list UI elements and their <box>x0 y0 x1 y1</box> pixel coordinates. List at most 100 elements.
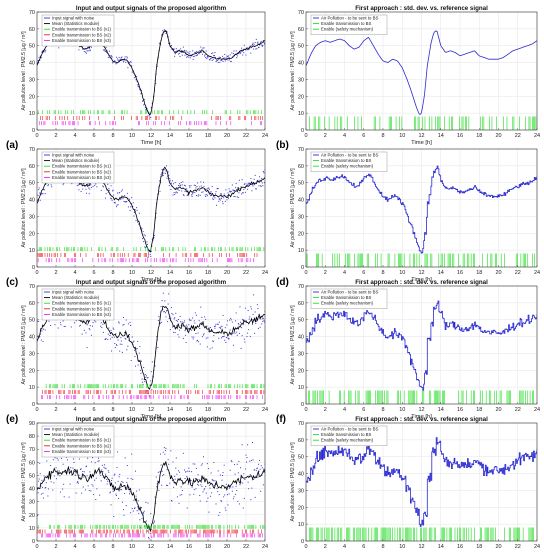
noise-point <box>248 182 250 184</box>
noise-point <box>243 473 245 475</box>
noise-point <box>147 115 149 117</box>
noise-point <box>242 507 244 509</box>
y-tick-label: 0 <box>301 265 304 271</box>
legend-label: Enable transmission to BS (v1) <box>52 27 112 32</box>
noise-point <box>132 478 134 480</box>
noise-point <box>107 470 109 472</box>
noise-point <box>105 193 107 195</box>
noise-point <box>42 193 44 195</box>
noise-point <box>228 188 230 190</box>
x-tick-label: 0 <box>304 544 307 550</box>
noise-point <box>173 192 175 194</box>
noise-point <box>51 472 53 474</box>
noise-point <box>89 188 91 190</box>
noise-point <box>102 49 104 51</box>
noise-point <box>249 460 251 462</box>
noise-point <box>123 323 125 325</box>
noise-point <box>43 189 45 191</box>
noise-point <box>201 191 203 193</box>
x-tick-label: 16 <box>186 270 192 276</box>
noise-point <box>226 55 228 57</box>
noise-point <box>135 219 137 221</box>
noise-point <box>228 197 230 199</box>
noise-point <box>195 333 197 335</box>
noise-point <box>140 372 142 374</box>
noise-point <box>198 320 200 322</box>
noise-point <box>191 486 193 488</box>
noise-point <box>232 189 234 191</box>
noise-point <box>160 453 162 455</box>
noise-point <box>227 192 229 194</box>
noise-point <box>207 57 209 59</box>
noise-point <box>148 395 150 397</box>
noise-point <box>109 57 111 59</box>
noise-point <box>88 48 90 50</box>
legend-label: Input signal with noise <box>52 153 95 158</box>
noise-point <box>232 332 234 334</box>
noise-point <box>133 77 135 79</box>
noise-point <box>92 325 94 327</box>
noise-point <box>134 507 136 509</box>
noise-point <box>157 480 159 482</box>
noise-point <box>229 469 231 471</box>
noise-point <box>64 471 66 473</box>
x-tick-label: 4 <box>343 270 346 276</box>
x-tick-label: 4 <box>73 270 76 276</box>
noise-point <box>72 458 74 460</box>
noise-point <box>244 341 246 343</box>
noise-point <box>162 175 164 177</box>
noise-point <box>166 165 168 167</box>
noise-point <box>243 183 245 185</box>
noise-point <box>166 310 168 312</box>
noise-point <box>222 472 224 474</box>
noise-point <box>211 59 213 61</box>
chart-panel-e: (e)Input and output signals of the propo… <box>6 279 268 425</box>
noise-point <box>153 521 155 523</box>
noise-point <box>217 187 219 189</box>
noise-point <box>203 185 205 187</box>
noise-point <box>43 497 45 499</box>
panel-letter: (b) <box>276 140 289 151</box>
noise-point <box>144 381 146 383</box>
noise-point <box>41 51 43 53</box>
noise-point <box>149 532 151 534</box>
x-tick-label: 12 <box>148 270 154 276</box>
noise-point <box>261 318 263 320</box>
noise-point <box>142 381 144 383</box>
noise-point <box>254 311 256 313</box>
noise-point <box>92 322 94 324</box>
noise-point <box>158 42 160 44</box>
noise-point <box>256 320 258 322</box>
noise-point <box>205 318 207 320</box>
noise-point <box>154 365 156 367</box>
noise-point <box>236 334 238 336</box>
noise-point <box>175 192 177 194</box>
noise-point <box>47 495 49 497</box>
noise-point <box>260 185 262 187</box>
noise-point <box>112 189 114 191</box>
y-tick-label: 20 <box>29 94 35 100</box>
plot-content <box>306 165 537 267</box>
noise-point <box>81 333 83 335</box>
noise-point <box>230 317 232 319</box>
noise-point <box>220 326 222 328</box>
noise-point <box>129 321 131 323</box>
noise-point <box>238 460 240 462</box>
noise-point <box>235 493 237 495</box>
noise-point <box>170 307 172 309</box>
noise-point <box>40 192 42 194</box>
noise-point <box>41 479 43 481</box>
noise-point <box>206 325 208 327</box>
noise-point <box>222 475 224 477</box>
x-tick-label: 10 <box>399 270 405 276</box>
x-tick-label: 24 <box>262 544 268 550</box>
noise-point <box>174 478 176 480</box>
noise-point <box>112 488 114 490</box>
noise-point <box>207 468 209 470</box>
noise-point <box>149 251 151 253</box>
noise-point <box>46 460 48 462</box>
noise-point <box>147 256 149 258</box>
noise-point <box>214 56 216 58</box>
noise-point <box>242 482 244 484</box>
noise-point <box>138 352 140 354</box>
